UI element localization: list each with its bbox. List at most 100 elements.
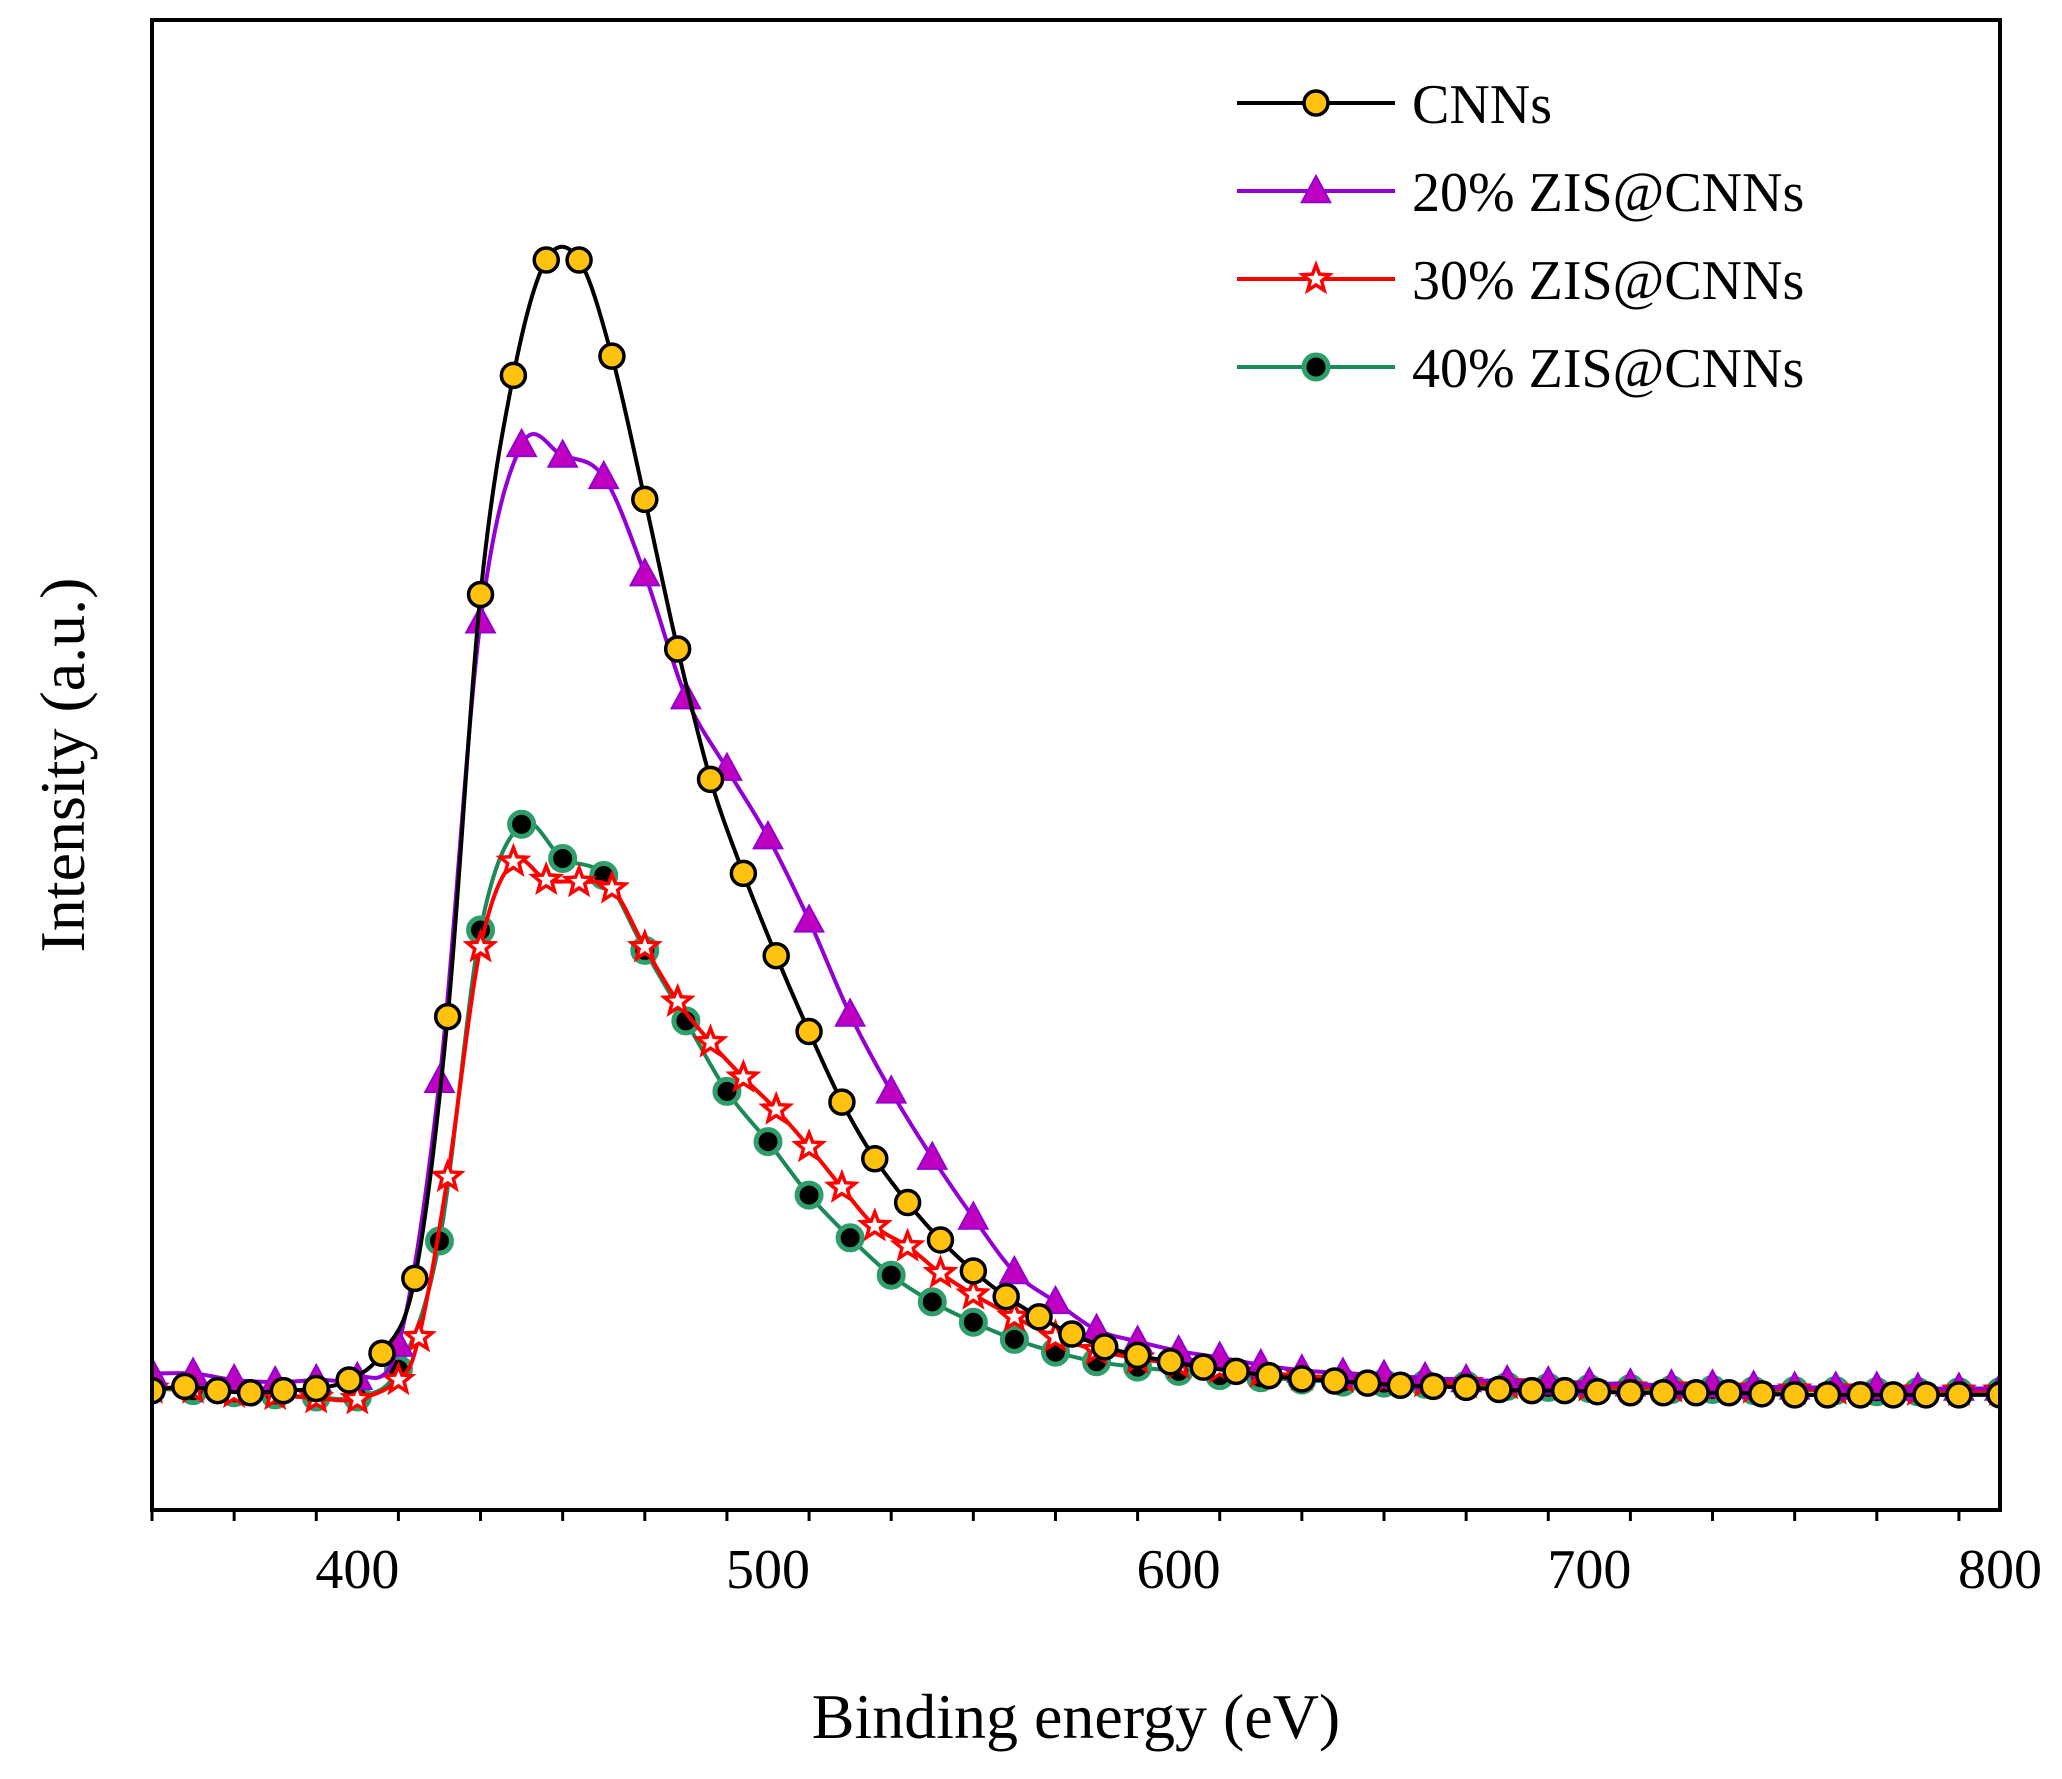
data-point-s2-21: [856, 1207, 893, 1242]
data-point-s1-12: [628, 557, 661, 587]
series-line-0: [152, 244, 2000, 1397]
data-point-s0-37: [1353, 1369, 1382, 1397]
data-point-s0-6: [335, 1366, 363, 1394]
data-point-s0-28: [1058, 1320, 1086, 1348]
data-point-s1-21: [998, 1254, 1031, 1285]
data-point-s0-10: [466, 580, 495, 609]
legend-label: 20% ZIS@CNNs: [1412, 162, 1804, 224]
data-point-s0-50: [1780, 1381, 1809, 1409]
data-point-s1-11: [587, 459, 620, 490]
data-point-s0-14: [598, 342, 626, 370]
x-tick-label: 500: [726, 1539, 810, 1601]
data-point-s1-19: [916, 1140, 949, 1170]
x-tick-label: 600: [1137, 1539, 1221, 1601]
data-point-s2-9: [462, 928, 499, 963]
data-point-s0-26: [992, 1282, 1020, 1311]
data-point-s2-10: [495, 842, 532, 877]
data-point-s0-8: [401, 1264, 429, 1293]
legend-item-3: 40% ZIS@CNNs: [1237, 338, 1804, 400]
data-point-s0-53: [1879, 1381, 1907, 1409]
x-tick-label: 800: [1958, 1539, 2042, 1601]
data-point-s0-43: [1550, 1376, 1579, 1405]
data-point-s0-36: [1320, 1367, 1349, 1395]
data-point-s0-7: [368, 1339, 396, 1367]
data-point-s0-34: [1255, 1361, 1283, 1390]
legend-item-2: 30% ZIS@CNNs: [1237, 250, 1804, 312]
data-point-s0-17: [696, 765, 725, 794]
data-point-s1-22: [1039, 1284, 1072, 1315]
data-point-s1-13: [669, 679, 702, 710]
data-point-s0-13: [565, 246, 593, 274]
data-point-s3-20: [958, 1307, 988, 1337]
data-point-s0-33: [1222, 1357, 1250, 1386]
data-point-s0-16: [663, 635, 692, 663]
data-point-s0-31: [1156, 1348, 1185, 1376]
data-point-s0-42: [1518, 1376, 1546, 1405]
data-point-s0-48: [1715, 1379, 1743, 1407]
data-point-s2-7: [400, 1318, 437, 1353]
data-point-s3-16: [794, 1180, 824, 1210]
data-point-s3-21: [999, 1324, 1029, 1354]
legend-item-0: CNNs: [1237, 74, 1552, 136]
data-point-s2-20: [823, 1168, 860, 1203]
data-point-s0-54: [1912, 1381, 1940, 1409]
data-point-s3-15: [753, 1127, 783, 1157]
data-point-s2-6: [380, 1360, 417, 1396]
data-point-s2-12: [561, 863, 598, 898]
data-point-s0-29: [1090, 1333, 1119, 1361]
data-point-s2-18: [758, 1090, 795, 1125]
data-point-s0-35: [1288, 1365, 1316, 1393]
x-tick-label: 400: [315, 1539, 399, 1601]
legend-marker: [1302, 89, 1330, 117]
data-point-s0-46: [1649, 1379, 1678, 1407]
data-point-s2-19: [791, 1128, 828, 1163]
data-point-s0-51: [1813, 1381, 1842, 1409]
data-point-s1-17: [834, 997, 867, 1027]
y-axis-label: Intensity (a.u.): [27, 578, 98, 953]
data-point-s0-39: [1419, 1372, 1448, 1401]
data-point-s0-47: [1682, 1379, 1710, 1407]
x-axis-label: Binding energy (eV): [812, 1681, 1340, 1752]
data-point-s1-16: [793, 903, 825, 933]
data-point-s0-19: [762, 941, 790, 970]
data-point-s3-19: [917, 1287, 947, 1317]
data-point-s0-55: [1945, 1381, 1973, 1409]
data-point-s0-41: [1485, 1375, 1513, 1404]
data-point-s0-0: [152, 1376, 166, 1405]
data-point-s1-9: [505, 427, 538, 458]
data-point-s2-22: [889, 1227, 926, 1262]
data-point-s0-2: [203, 1376, 232, 1405]
data-point-s0-24: [926, 1226, 955, 1254]
data-point-s0-15: [631, 485, 659, 514]
data-point-s1-20: [957, 1200, 990, 1230]
data-point-s0-4: [269, 1376, 298, 1405]
data-point-s0-1: [171, 1372, 199, 1401]
data-point-s3-17: [835, 1223, 865, 1253]
legend-label: 40% ZIS@CNNs: [1412, 338, 1804, 400]
data-point-s2-14: [626, 928, 663, 963]
data-point-s0-25: [959, 1257, 988, 1285]
data-point-s3-14: [712, 1076, 742, 1106]
data-point-s1-15: [752, 819, 784, 850]
data-point-s1-18: [875, 1074, 908, 1104]
data-point-s0-38: [1386, 1371, 1415, 1400]
series-line-3: [152, 819, 2000, 1402]
legend-label: CNNs: [1412, 74, 1552, 136]
data-point-s0-45: [1616, 1379, 1645, 1407]
data-point-s0-5: [302, 1374, 331, 1403]
data-point-s0-56: [1986, 1381, 2000, 1409]
data-point-s0-12: [532, 246, 560, 274]
legend-marker: [1300, 173, 1332, 204]
series-3: [152, 809, 2000, 1412]
data-point-s0-21: [828, 1088, 856, 1116]
data-point-s2-24: [955, 1275, 992, 1310]
data-point-s3-18: [876, 1260, 906, 1290]
data-point-s2-8: [429, 1158, 466, 1193]
plot-frame: [150, 18, 2002, 1512]
data-point-s0-27: [1025, 1303, 1053, 1331]
series-layer: [152, 244, 2000, 1415]
data-point-s2-13: [593, 869, 630, 904]
data-point-s0-44: [1583, 1377, 1612, 1406]
data-point-s0-11: [499, 361, 528, 390]
